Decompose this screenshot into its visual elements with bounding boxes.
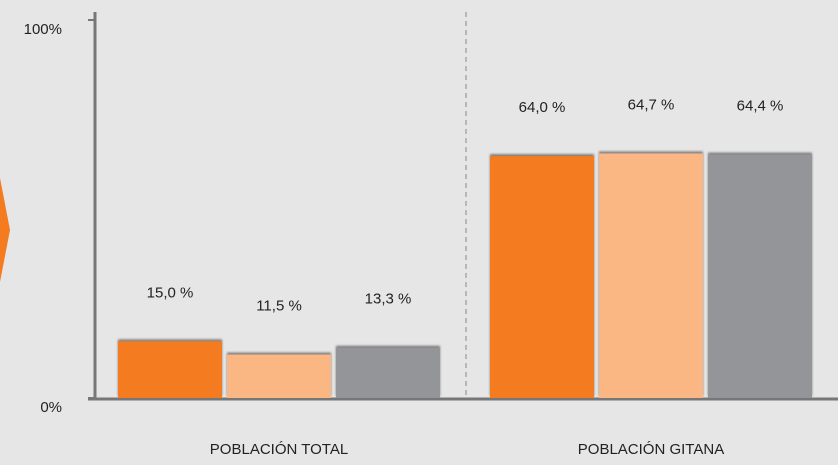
- y-tick-label: 0%: [40, 399, 62, 416]
- bar: [599, 153, 703, 398]
- value-label: 15,0 %: [147, 284, 194, 301]
- bar: [708, 154, 812, 398]
- bar: [490, 156, 594, 398]
- value-label: 11,5 %: [256, 297, 302, 314]
- value-label: 64,7 %: [628, 96, 675, 113]
- value-label: 13,3 %: [365, 291, 412, 308]
- bar: [227, 354, 331, 398]
- x-tick-label: POBLACIÓN TOTAL: [210, 441, 348, 458]
- value-label: 64,4 %: [737, 98, 784, 115]
- bar: [118, 341, 222, 398]
- bar: [336, 347, 440, 398]
- arrow-decoration: [0, 178, 10, 282]
- y-tick-label: 100%: [24, 21, 62, 38]
- value-label: 64,0 %: [519, 99, 566, 116]
- x-tick-label: POBLACIÓN GITANA: [578, 441, 724, 458]
